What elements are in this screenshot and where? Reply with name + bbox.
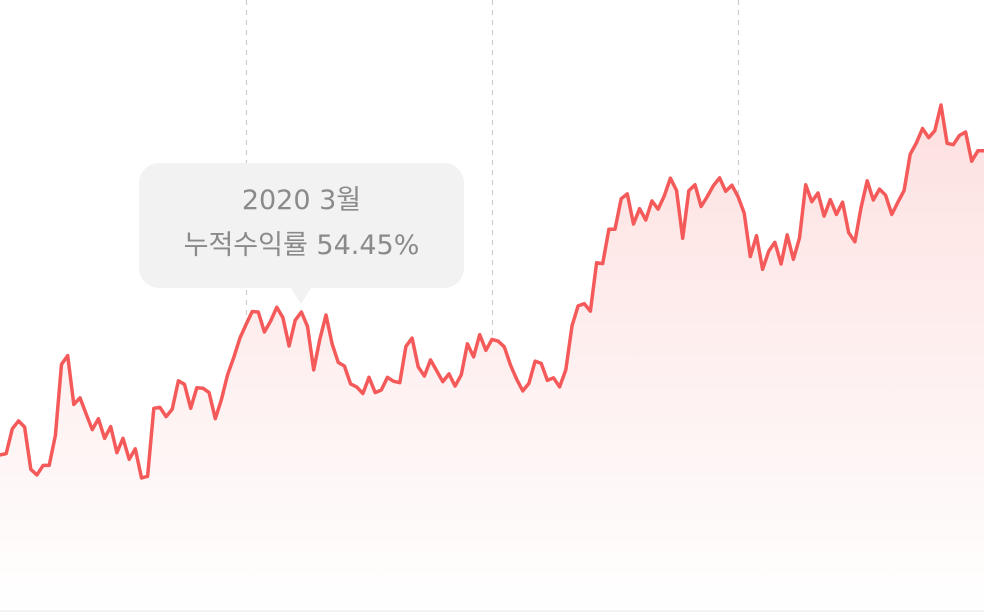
area-fill (0, 105, 984, 612)
tooltip-date: 2020 3월 (241, 185, 362, 216)
series-line (0, 103, 984, 480)
tooltip-value: 누적수익률 54.45% (183, 230, 420, 261)
tooltip: 2020 3월 누적수익률 54.45% (139, 163, 464, 304)
